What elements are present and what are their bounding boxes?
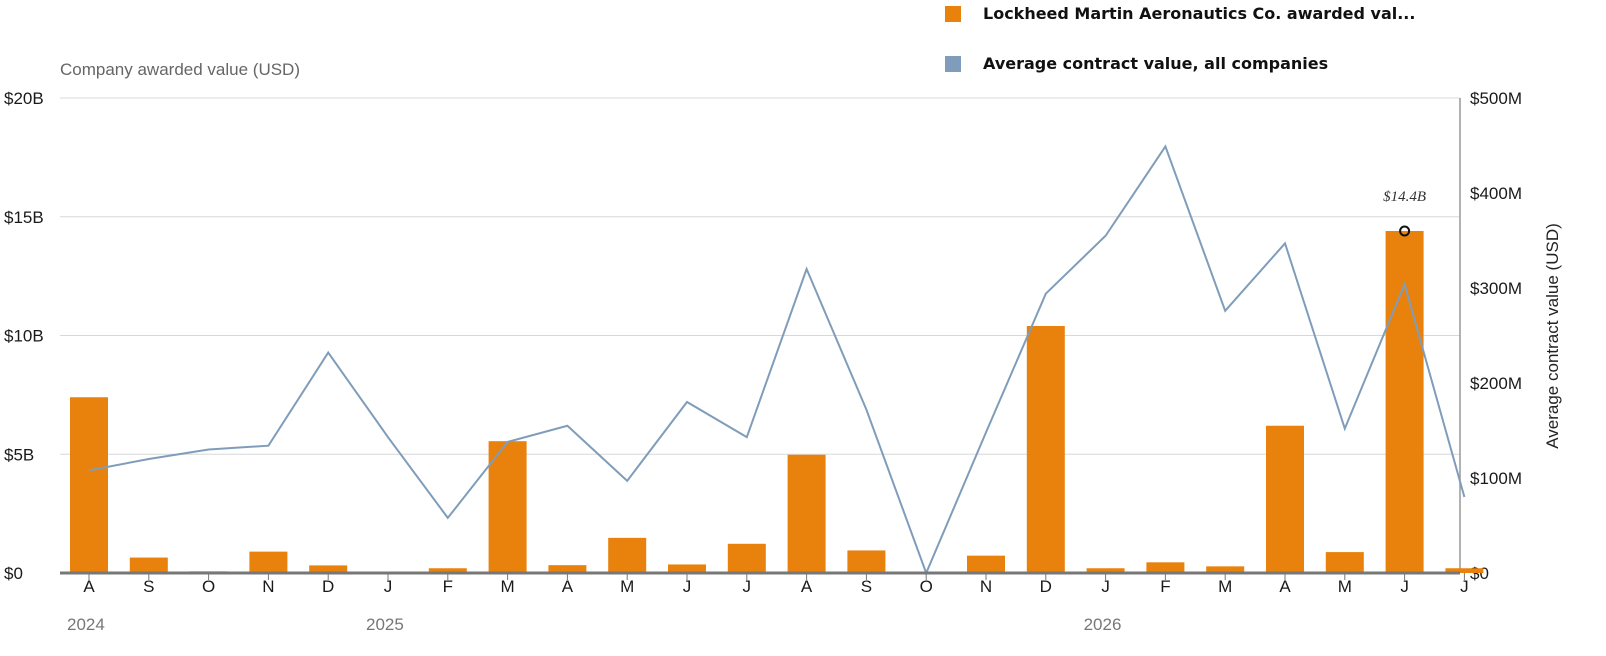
- x-tick-label: D: [322, 577, 334, 596]
- legend-item-bars: Lockheed Martin Aeronautics Co. awarded …: [945, 4, 1415, 23]
- bar: [1445, 568, 1484, 573]
- bar: [1266, 425, 1304, 573]
- bar: [309, 565, 348, 573]
- legend-label-line: Average contract value, all companies: [983, 54, 1329, 73]
- x-tick-label: A: [1279, 577, 1291, 596]
- year-label: 2025: [366, 615, 404, 634]
- y-left-axis-title: Company awarded value (USD): [60, 60, 300, 79]
- y-left-tick-label: $20B: [4, 89, 44, 108]
- y-left-tick-label: $10B: [4, 327, 44, 346]
- x-tick-label: F: [1160, 577, 1170, 596]
- x-tick-label: J: [1460, 577, 1469, 596]
- bar: [608, 537, 647, 573]
- bar: [1325, 552, 1364, 573]
- y-right-axis-title: Average contract value (USD): [1543, 223, 1562, 449]
- legend-swatch-bars: [945, 5, 961, 22]
- bar: [1385, 231, 1424, 573]
- x-tick-label: J: [683, 577, 692, 596]
- year-label: 2024: [67, 615, 105, 634]
- x-tick-label: M: [620, 577, 634, 596]
- bar: [548, 565, 587, 573]
- average-line-series: [88, 144, 1466, 576]
- x-tick-label: M: [501, 577, 515, 596]
- bar: [249, 551, 288, 573]
- y-right-tick-label: $200M: [1470, 374, 1522, 393]
- x-tick-label: A: [801, 577, 813, 596]
- x-tick-label: S: [143, 577, 154, 596]
- year-label: 2026: [1084, 615, 1122, 634]
- y-right-tick-label: $0: [1470, 564, 1489, 583]
- x-tick-label: N: [262, 577, 274, 596]
- y-right-tick-label: $500M: [1470, 89, 1522, 108]
- x-tick-label: A: [83, 577, 95, 596]
- y-right-tick-label: $100M: [1470, 469, 1522, 488]
- bar: [668, 564, 706, 573]
- y-left-tick-label: $0: [4, 564, 23, 583]
- legend-item-line: Average contract value, all companies: [945, 54, 1328, 73]
- y-left-tick-label: $5B: [4, 445, 34, 464]
- bar: [70, 397, 108, 573]
- x-tick-label: F: [443, 577, 453, 596]
- x-tick-label: O: [920, 577, 933, 596]
- bar: [727, 543, 766, 573]
- x-tick-label: J: [1101, 577, 1110, 596]
- x-tick-label: N: [980, 577, 992, 596]
- bar: [1206, 566, 1245, 573]
- y-left-tick-label: $15B: [4, 208, 44, 227]
- bar: [129, 557, 168, 573]
- y-right-tick-label: $400M: [1470, 184, 1522, 203]
- x-tick-label: A: [562, 577, 574, 596]
- bar: [787, 454, 826, 573]
- bar: [1086, 568, 1125, 573]
- legend-swatch-line: [945, 55, 961, 72]
- x-tick-label: M: [1338, 577, 1352, 596]
- x-tick-label: M: [1218, 577, 1232, 596]
- x-tick-label: O: [202, 577, 215, 596]
- bar: [428, 568, 467, 573]
- bar: [488, 441, 527, 573]
- bar: [967, 555, 1005, 573]
- x-tick-label: S: [861, 577, 872, 596]
- bar: [1146, 562, 1185, 573]
- x-tick-label: J: [1400, 577, 1409, 596]
- x-tick-label: J: [384, 577, 393, 596]
- annotation-label: $14.4B: [1383, 189, 1426, 205]
- y-right-tick-label: $300M: [1470, 279, 1522, 298]
- bar: [1026, 326, 1065, 573]
- x-tick-label: J: [743, 577, 752, 596]
- x-tick-label: D: [1040, 577, 1052, 596]
- annotation-marker: [1399, 225, 1411, 237]
- legend-label-bars: Lockheed Martin Aeronautics Co. awarded …: [983, 4, 1416, 23]
- bar: [847, 550, 886, 573]
